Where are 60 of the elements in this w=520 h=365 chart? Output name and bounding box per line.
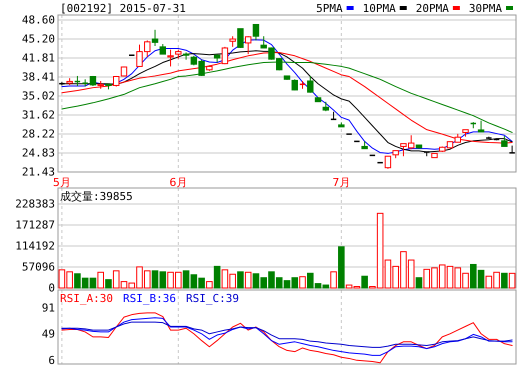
bar <box>237 271 244 288</box>
y-tick-label: 38.41 <box>22 70 55 84</box>
line-series <box>61 317 513 356</box>
candlestick <box>384 155 392 170</box>
candlestick <box>292 78 298 91</box>
y-tick-label: 171287 <box>15 218 55 232</box>
y-tick-label: 41.81 <box>22 51 55 64</box>
y-tick-label: 31.62 <box>22 108 55 122</box>
y-tick-label: 45.20 <box>22 32 55 46</box>
y-tick-label: 228383 <box>15 198 55 210</box>
line-series <box>61 322 513 348</box>
candlestick <box>229 36 236 48</box>
x-tick-label: 5月 <box>52 176 71 189</box>
candlestick <box>237 28 244 48</box>
y-tick-label: 28.22 <box>22 128 55 141</box>
candlestick <box>160 44 166 55</box>
y-tick-label: 24.83 <box>22 146 55 160</box>
bar <box>105 279 112 288</box>
candlestick <box>152 29 158 47</box>
chart-title: 成交量:39855 <box>60 190 133 203</box>
y-tick-label: 48.60 <box>22 14 55 26</box>
bar <box>338 246 345 288</box>
candlestick <box>74 75 80 87</box>
y-tick-label: 91 <box>42 301 55 314</box>
bar <box>299 276 306 288</box>
bar <box>244 272 252 288</box>
legend-label: 5PMA <box>316 2 343 15</box>
candlestick <box>167 49 174 67</box>
candlestick <box>501 136 508 147</box>
bar <box>330 271 337 288</box>
y-tick-label: 6 <box>48 354 55 365</box>
y-tick-label: 49 <box>42 327 55 340</box>
series-label: RSI_B:36 <box>122 292 176 305</box>
bar <box>508 272 516 288</box>
bar <box>361 276 368 288</box>
chart-title: [002192] 2015-07-31 <box>60 2 186 15</box>
x-tick-label: 7月 <box>332 176 350 189</box>
candlestick <box>307 75 314 94</box>
bar <box>206 281 213 288</box>
bar <box>501 272 508 288</box>
candlestick <box>509 145 515 154</box>
y-tick-label: 114192 <box>15 240 55 252</box>
line-series <box>61 61 513 133</box>
series-label: RSI_C:39 <box>186 292 239 305</box>
bar <box>416 277 422 288</box>
bar <box>214 266 220 288</box>
y-tick-label: 57096 <box>22 260 55 274</box>
legend-label: 20PMA <box>416 2 450 15</box>
y-tick-label: 35.02 <box>22 89 55 102</box>
candlestick <box>330 111 336 120</box>
series-label: RSI_A:30 <box>60 292 113 305</box>
legend-label: 30PMA <box>468 2 502 15</box>
legend-label: 10PMA <box>362 2 396 15</box>
bar <box>97 272 104 288</box>
candlestick <box>252 24 260 41</box>
y-tick-label: 21.43 <box>22 166 55 178</box>
x-tick-label: 6月 <box>169 176 188 189</box>
y-tick-label: 0 <box>48 282 55 294</box>
candlestick <box>322 101 330 112</box>
line-series <box>61 312 513 364</box>
